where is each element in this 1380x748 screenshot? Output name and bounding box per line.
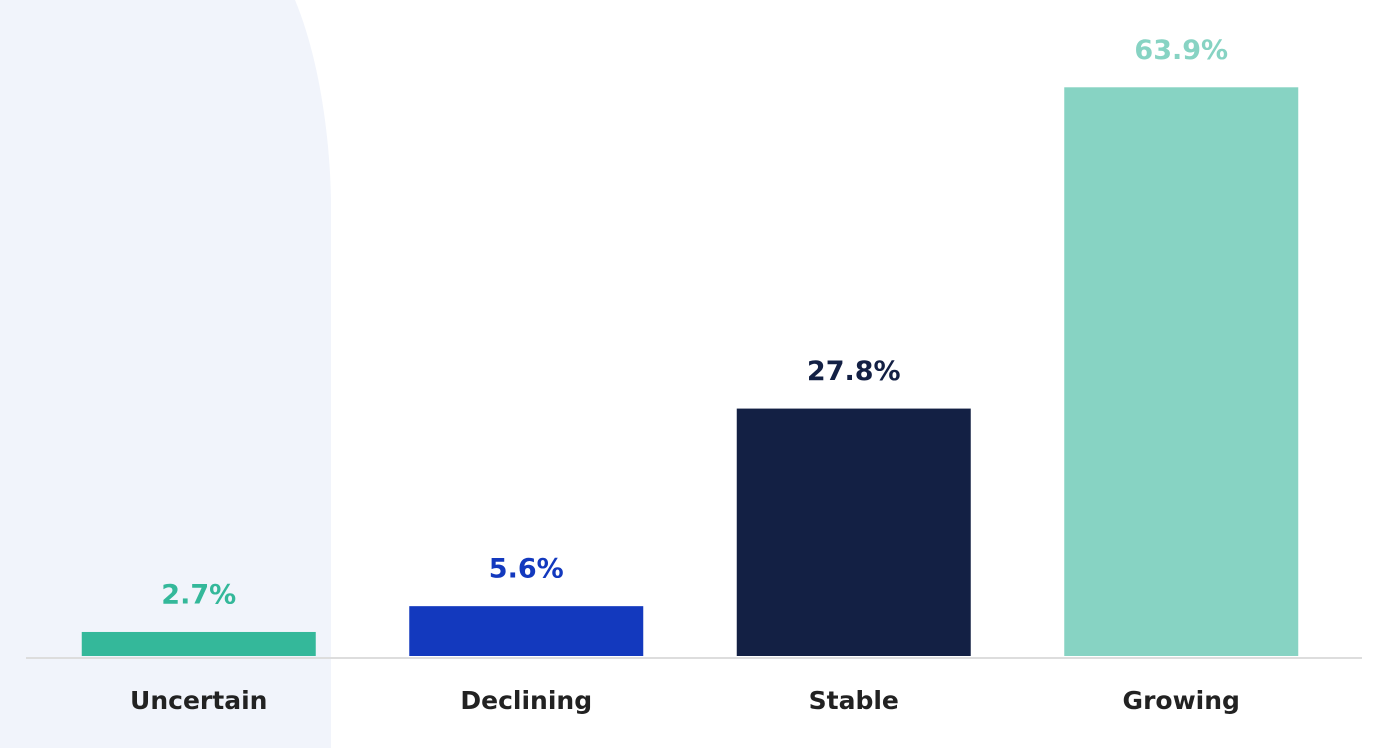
x-tick-label: Uncertain (130, 686, 267, 715)
x-tick-label: Declining (460, 686, 592, 715)
value-label: 2.7% (161, 579, 236, 610)
value-label: 27.8% (807, 356, 901, 387)
bar (736, 408, 971, 656)
background-shape (0, 0, 331, 748)
x-tick-label: Stable (809, 686, 899, 715)
value-label: 5.6% (489, 554, 564, 585)
bar (81, 631, 316, 656)
bar (409, 606, 644, 656)
value-label: 63.9% (1134, 35, 1228, 66)
bar (1064, 87, 1299, 657)
x-tick-label: Growing (1123, 686, 1240, 715)
